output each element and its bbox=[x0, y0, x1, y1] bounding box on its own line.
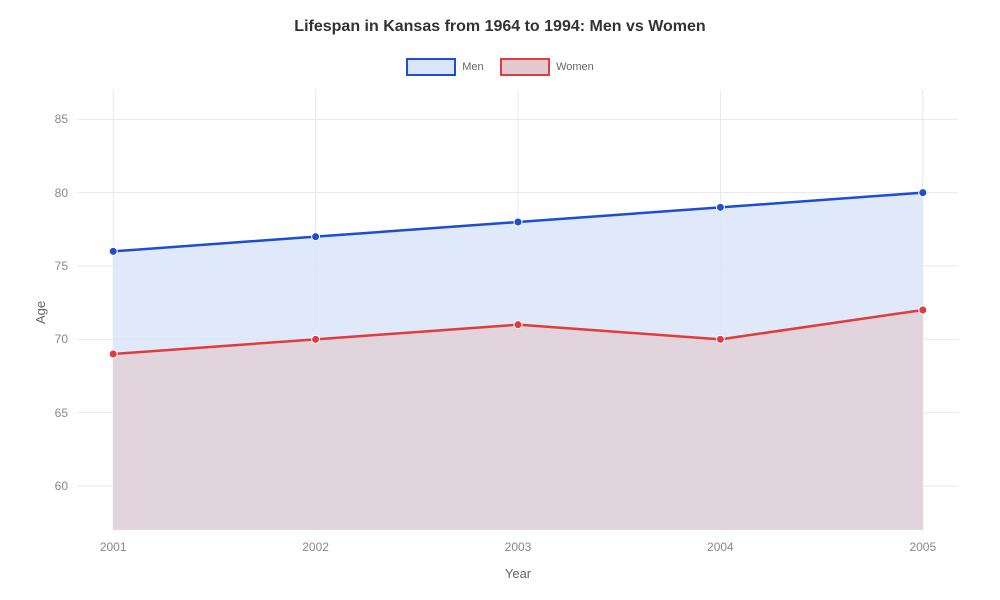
x-tick-label: 2005 bbox=[909, 540, 936, 554]
legend-item-men: Men bbox=[406, 58, 483, 76]
x-tick-label: 2004 bbox=[707, 540, 734, 554]
legend-label-women: Women bbox=[556, 61, 594, 73]
x-axis-label: Year bbox=[78, 566, 958, 581]
y-tick-label: 60 bbox=[55, 479, 68, 493]
y-tick-label: 65 bbox=[55, 406, 68, 420]
legend-swatch-women bbox=[500, 58, 550, 76]
x-tick-label: 2003 bbox=[505, 540, 532, 554]
plot-svg bbox=[78, 90, 958, 530]
legend-swatch-men bbox=[406, 58, 456, 76]
y-tick-label: 80 bbox=[55, 186, 68, 200]
legend: Men Women bbox=[0, 58, 1000, 81]
x-tick-label: 2001 bbox=[100, 540, 127, 554]
y-tick-label: 70 bbox=[55, 332, 68, 346]
chart-title: Lifespan in Kansas from 1964 to 1994: Me… bbox=[0, 18, 1000, 36]
plot-area: 606570758085 20012002200320042005 Age Ye… bbox=[78, 90, 958, 530]
y-tick-label: 85 bbox=[55, 112, 68, 126]
legend-item-women: Women bbox=[500, 58, 594, 76]
chart-container: Lifespan in Kansas from 1964 to 1994: Me… bbox=[0, 0, 1000, 600]
x-tick-label: 2002 bbox=[302, 540, 329, 554]
legend-label-men: Men bbox=[462, 61, 483, 73]
y-tick-label: 75 bbox=[55, 259, 68, 273]
y-axis-label: Age bbox=[33, 301, 48, 324]
